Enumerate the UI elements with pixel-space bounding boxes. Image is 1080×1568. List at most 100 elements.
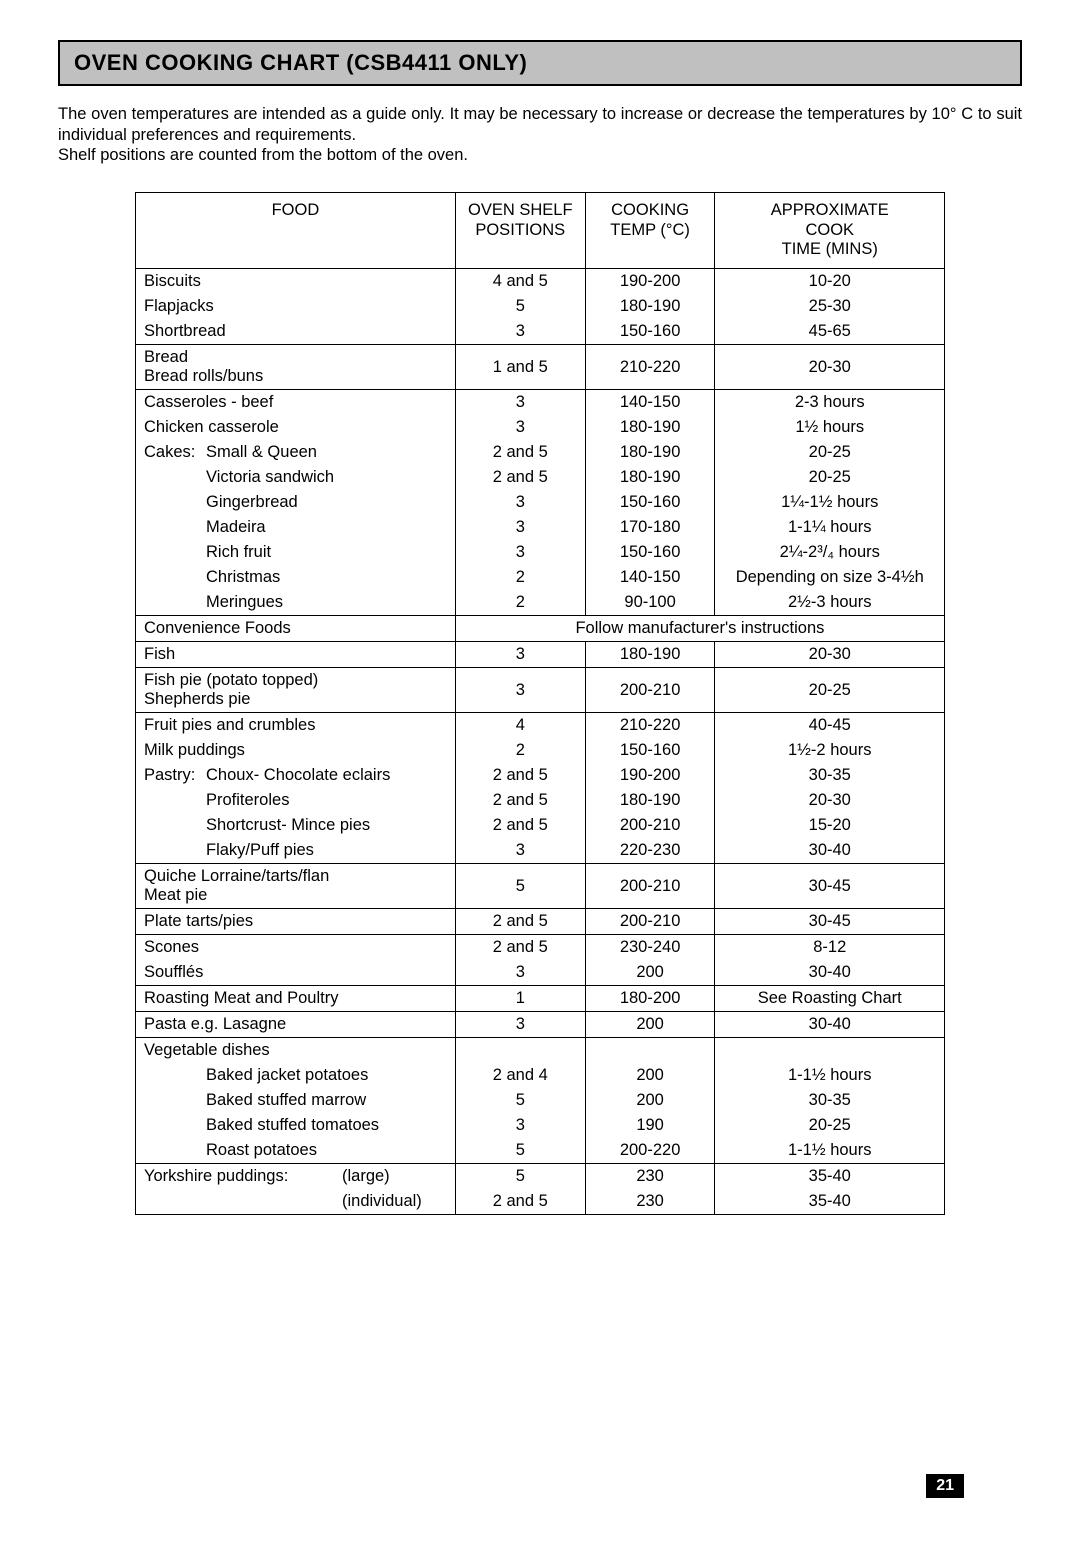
table-row: Casseroles - beef3140-1502-3 hours: [136, 390, 945, 416]
cell-food: Casseroles - beef: [136, 390, 456, 416]
table-row: Christmas2140-150Depending on size 3-4½h: [136, 565, 945, 590]
cell-temp: 200-210: [585, 668, 715, 713]
cell-time: 30-35: [715, 1088, 945, 1113]
cell-food: Profiteroles: [136, 788, 456, 813]
cell-time: [715, 1038, 945, 1064]
cell-time: 8-12: [715, 935, 945, 961]
table-row: Pastry:Choux- Chocolate eclairs2 and 519…: [136, 763, 945, 788]
table-row: Shortbread3150-16045-65: [136, 319, 945, 345]
table-row: Plate tarts/pies2 and 5200-21030-45: [136, 909, 945, 935]
cell-shelf: 2 and 5: [455, 1189, 585, 1215]
cell-time: 30-40: [715, 838, 945, 864]
header-time-l3: TIME (MINS): [782, 240, 878, 258]
table-row: Fish pie (potato topped)Shepherds pie320…: [136, 668, 945, 713]
cell-food: Flaky/Puff pies: [136, 838, 456, 864]
header-shelf: OVEN SHELF POSITIONS: [455, 192, 585, 268]
cell-food: Fish: [136, 642, 456, 668]
cell-time: 2¼-2³/₄ hours: [715, 540, 945, 565]
cell-temp: 180-190: [585, 440, 715, 465]
cell-time: 20-25: [715, 668, 945, 713]
cell-shelf: 2 and 5: [455, 465, 585, 490]
header-time: APPROXIMATE COOK TIME (MINS): [715, 192, 945, 268]
cooking-chart-table: FOOD OVEN SHELF POSITIONS COOKING TEMP (…: [135, 192, 945, 1215]
cell-food: (individual): [136, 1189, 456, 1215]
header-food: FOOD: [136, 192, 456, 268]
table-row: Soufflés320030-40: [136, 960, 945, 986]
header-temp-l1: COOKING: [611, 201, 689, 219]
cell-shelf: 2 and 5: [455, 909, 585, 935]
cell-temp: 150-160: [585, 540, 715, 565]
cell-time: 30-45: [715, 909, 945, 935]
cell-food: Gingerbread: [136, 490, 456, 515]
cell-temp: 180-200: [585, 986, 715, 1012]
table-body: Biscuits4 and 5190-20010-20Flapjacks5180…: [136, 269, 945, 1215]
cell-shelf: 2: [455, 738, 585, 763]
table-row: Baked jacket potatoes2 and 42001-1½ hour…: [136, 1063, 945, 1088]
cell-shelf: 3: [455, 642, 585, 668]
cell-shelf: 5: [455, 1164, 585, 1190]
cell-temp: 190-200: [585, 269, 715, 295]
page-number-badge: 21: [926, 1474, 964, 1498]
cell-shelf: 3: [455, 1113, 585, 1138]
cell-shelf: 2 and 5: [455, 935, 585, 961]
cell-shelf: 3: [455, 960, 585, 986]
cell-temp: 90-100: [585, 590, 715, 616]
cell-temp: 180-190: [585, 642, 715, 668]
cell-shelf: 3: [455, 1012, 585, 1038]
cell-food: Shortbread: [136, 319, 456, 345]
cell-temp: 140-150: [585, 565, 715, 590]
table-row: Roast potatoes5200-2201-1½ hours: [136, 1138, 945, 1164]
header-temp: COOKING TEMP (°C): [585, 192, 715, 268]
cell-shelf: 3: [455, 490, 585, 515]
cell-shelf: 1 and 5: [455, 345, 585, 390]
table-row: Shortcrust- Mince pies2 and 5200-21015-2…: [136, 813, 945, 838]
cell-shelf: 2: [455, 565, 585, 590]
cell-time: Depending on size 3-4½h: [715, 565, 945, 590]
cell-time: 2½-3 hours: [715, 590, 945, 616]
table-row: Gingerbread3150-1601¼-1½ hours: [136, 490, 945, 515]
cell-temp: 190: [585, 1113, 715, 1138]
cell-food: Pasta e.g. Lasagne: [136, 1012, 456, 1038]
cell-food: Chicken casserole: [136, 415, 456, 440]
cell-temp: 200: [585, 1012, 715, 1038]
cell-food: Baked stuffed tomatoes: [136, 1113, 456, 1138]
cell-temp: 230-240: [585, 935, 715, 961]
cell-time: See Roasting Chart: [715, 986, 945, 1012]
cell-temp: 180-190: [585, 465, 715, 490]
cell-time: 20-25: [715, 465, 945, 490]
cell-temp: 200-210: [585, 813, 715, 838]
cell-time: 20-30: [715, 345, 945, 390]
cell-shelf: 4 and 5: [455, 269, 585, 295]
cell-food: Cakes:Small & Queen: [136, 440, 456, 465]
table-row: (individual)2 and 523035-40: [136, 1189, 945, 1215]
table-row: Vegetable dishes: [136, 1038, 945, 1064]
cell-temp: 230: [585, 1164, 715, 1190]
table-row: Quiche Lorraine/tarts/flanMeat pie5200-2…: [136, 864, 945, 909]
cell-temp: 220-230: [585, 838, 715, 864]
table-row: Scones2 and 5230-2408-12: [136, 935, 945, 961]
cell-temp: 190-200: [585, 763, 715, 788]
cell-shelf: 5: [455, 294, 585, 319]
cell-temp: 140-150: [585, 390, 715, 416]
cell-shelf: 5: [455, 864, 585, 909]
cell-food: Madeira: [136, 515, 456, 540]
table-row: Biscuits4 and 5190-20010-20: [136, 269, 945, 295]
table-row: BreadBread rolls/buns1 and 5210-22020-30: [136, 345, 945, 390]
cell-time: 45-65: [715, 319, 945, 345]
cell-time: 20-30: [715, 788, 945, 813]
cell-time: 30-45: [715, 864, 945, 909]
cell-time: 10-20: [715, 269, 945, 295]
cell-shelf: 3: [455, 390, 585, 416]
cell-shelf: 3: [455, 838, 585, 864]
cell-food: Victoria sandwich: [136, 465, 456, 490]
header-time-l1: APPROXIMATE: [771, 201, 889, 219]
cell-shelf: 2 and 5: [455, 788, 585, 813]
cell-temp: 180-190: [585, 788, 715, 813]
cell-food: Convenience Foods: [136, 616, 456, 642]
cell-shelf: 3: [455, 319, 585, 345]
table-row: Yorkshire puddings:(large)523035-40: [136, 1164, 945, 1190]
cell-time: 40-45: [715, 713, 945, 739]
cell-temp: 210-220: [585, 345, 715, 390]
cell-food: Meringues: [136, 590, 456, 616]
table-row: Profiteroles2 and 5180-19020-30: [136, 788, 945, 813]
